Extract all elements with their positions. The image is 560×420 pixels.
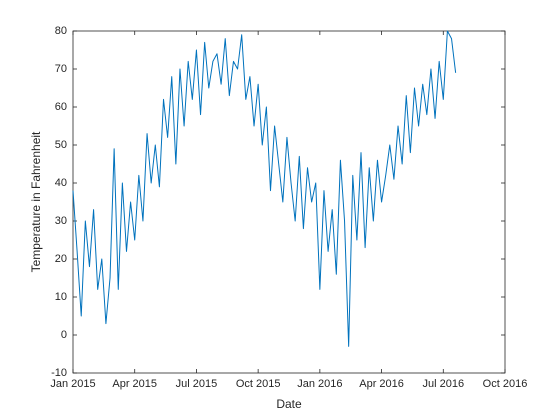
y-tick-label: 40 [55,177,67,189]
x-tick-label: Jul 2015 [176,378,218,390]
y-tick-label: 60 [55,101,67,113]
y-tick-label: 10 [55,291,67,303]
y-tick-label: 30 [55,215,67,227]
data-line [72,30,457,347]
x-tick-label: Jul 2016 [422,378,464,390]
x-tick-label: Oct 2015 [236,378,281,390]
x-tick-label: Apr 2015 [112,378,157,390]
x-tick-label: Oct 2016 [483,378,528,390]
y-tick-label: 20 [55,253,67,265]
y-tick-label: 70 [55,63,67,75]
y-tick-label: 50 [55,139,67,151]
x-tick-label: Jan 2016 [297,378,342,390]
x-axis-title: Date [276,397,302,411]
y-tick-label: 80 [55,25,67,37]
x-tick-label: Apr 2016 [359,378,404,390]
y-tick-label: -10 [51,367,67,379]
plot-area [72,30,506,374]
y-tick-label: 0 [61,329,67,341]
y-axis-title: Temperature in Fahrenheit [29,131,43,272]
x-tick-label: Jan 2015 [50,378,95,390]
